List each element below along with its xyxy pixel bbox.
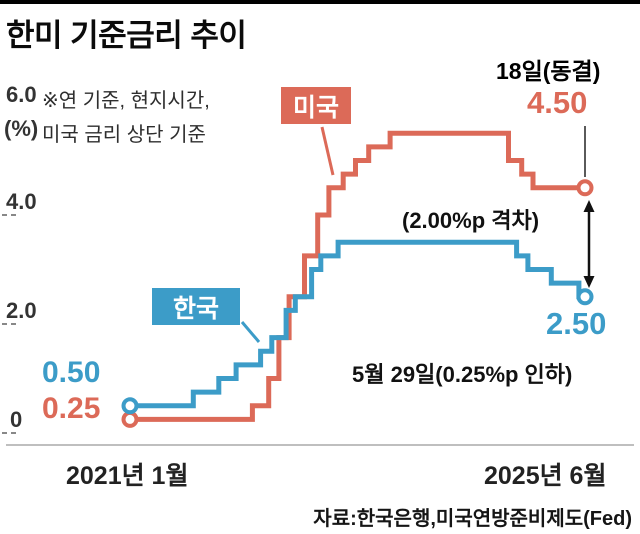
note-line-2: 미국 금리 상단 기준: [42, 124, 206, 146]
series-line-한국: [130, 239, 585, 409]
series-endpoint-한국: [121, 397, 139, 415]
y-axis-unit: (%): [4, 116, 39, 141]
y-axis-label-4: 4.0: [6, 189, 37, 214]
top-rule: [0, 0, 640, 4]
korea-badge-pointer: [240, 321, 261, 343]
y-axis-label-0: 0: [10, 407, 23, 432]
x-axis-label-end: 2025년 6월: [484, 462, 607, 490]
y-axis-label-6: 6.0: [6, 82, 37, 107]
gap-arrow: [583, 200, 595, 288]
x-axis-label-start: 2021년 1월: [66, 462, 189, 490]
series-endpoint-미국: [576, 179, 594, 197]
series-line-미국: [130, 130, 585, 422]
korea-decision-label: 5월 29일(0.25%p 인하): [352, 362, 573, 387]
us-badge-pointer: [320, 126, 335, 176]
us-series-badge: 미국: [281, 87, 351, 124]
series-endpoint-한국: [576, 288, 594, 306]
rate-gap-label: (2.00%p 격차): [402, 208, 540, 233]
korea-series-badge: 한국: [152, 288, 240, 325]
series-endpoint-미국: [121, 410, 139, 428]
y-axis-label-2: 2.0: [6, 298, 37, 323]
source-credit: 자료:한국은행,미국연방준비제도(Fed): [313, 508, 632, 530]
us-decision-label: 18일(동결): [496, 58, 601, 84]
korea-rate-value: 2.50: [546, 306, 607, 341]
korea-start-value: 0.50: [42, 356, 101, 389]
us-rate-value: 4.50: [527, 85, 588, 120]
us-start-value: 0.25: [42, 392, 101, 425]
chart-title: 한미 기준금리 추이: [6, 18, 247, 53]
note-line-1: ※연 기준, 현지시간,: [42, 90, 210, 112]
